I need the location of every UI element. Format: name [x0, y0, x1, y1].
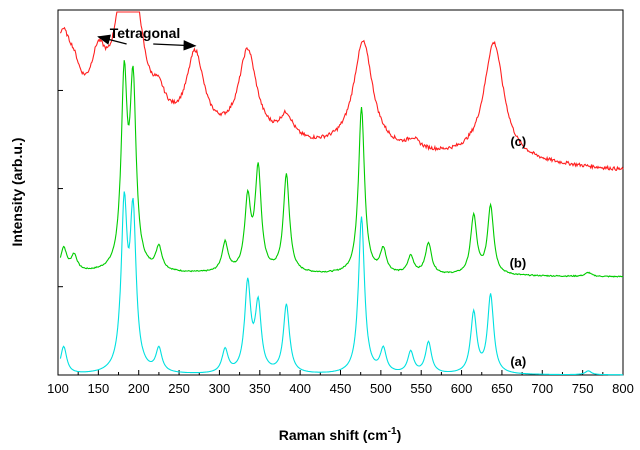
- y-axis-title: Intensity (arb.u.): [9, 138, 25, 247]
- x-tick-label: 500: [370, 381, 392, 396]
- x-tick-label: 400: [289, 381, 311, 396]
- annotation-arrow: [153, 40, 197, 51]
- x-tick-label: 750: [572, 381, 594, 396]
- spectrum-line-c: [59, 11, 624, 171]
- spectra-series: [59, 11, 624, 376]
- tetragonal-annotation: Tetragonal: [97, 25, 197, 51]
- x-tick-label: 150: [88, 381, 110, 396]
- y-axis-ticks: [58, 89, 63, 288]
- x-tick-label: 700: [531, 381, 553, 396]
- series-label-a: (a): [510, 354, 526, 369]
- x-tick-label: 450: [330, 381, 352, 396]
- x-tick-label: 800: [612, 381, 634, 396]
- x-tick-label: 550: [410, 381, 432, 396]
- x-axis-ticks: 100 150 200 250 300 350 400 450 500 550 600 650 700 7…: [47, 370, 634, 396]
- x-tick-label: 600: [451, 381, 473, 396]
- series-label-b: (b): [510, 255, 527, 270]
- annotation-label: Tetragonal: [110, 25, 181, 41]
- x-tick-label: 200: [128, 381, 150, 396]
- series-label-c: (c): [510, 134, 526, 149]
- x-tick-label: 250: [168, 381, 190, 396]
- plot-frame: [57, 9, 624, 376]
- x-tick-label: 300: [209, 381, 231, 396]
- spectrum-line-b: [59, 60, 624, 278]
- x-tick-label: 350: [249, 381, 271, 396]
- spectrum-line-a: [59, 191, 623, 376]
- x-axis-title: Raman shift (cm-1): [279, 426, 402, 443]
- annotation-arrow: [97, 34, 127, 45]
- x-tick-label: 100: [47, 381, 69, 396]
- series-labels: (a) (b) (c): [510, 134, 527, 369]
- x-tick-label: 650: [491, 381, 513, 396]
